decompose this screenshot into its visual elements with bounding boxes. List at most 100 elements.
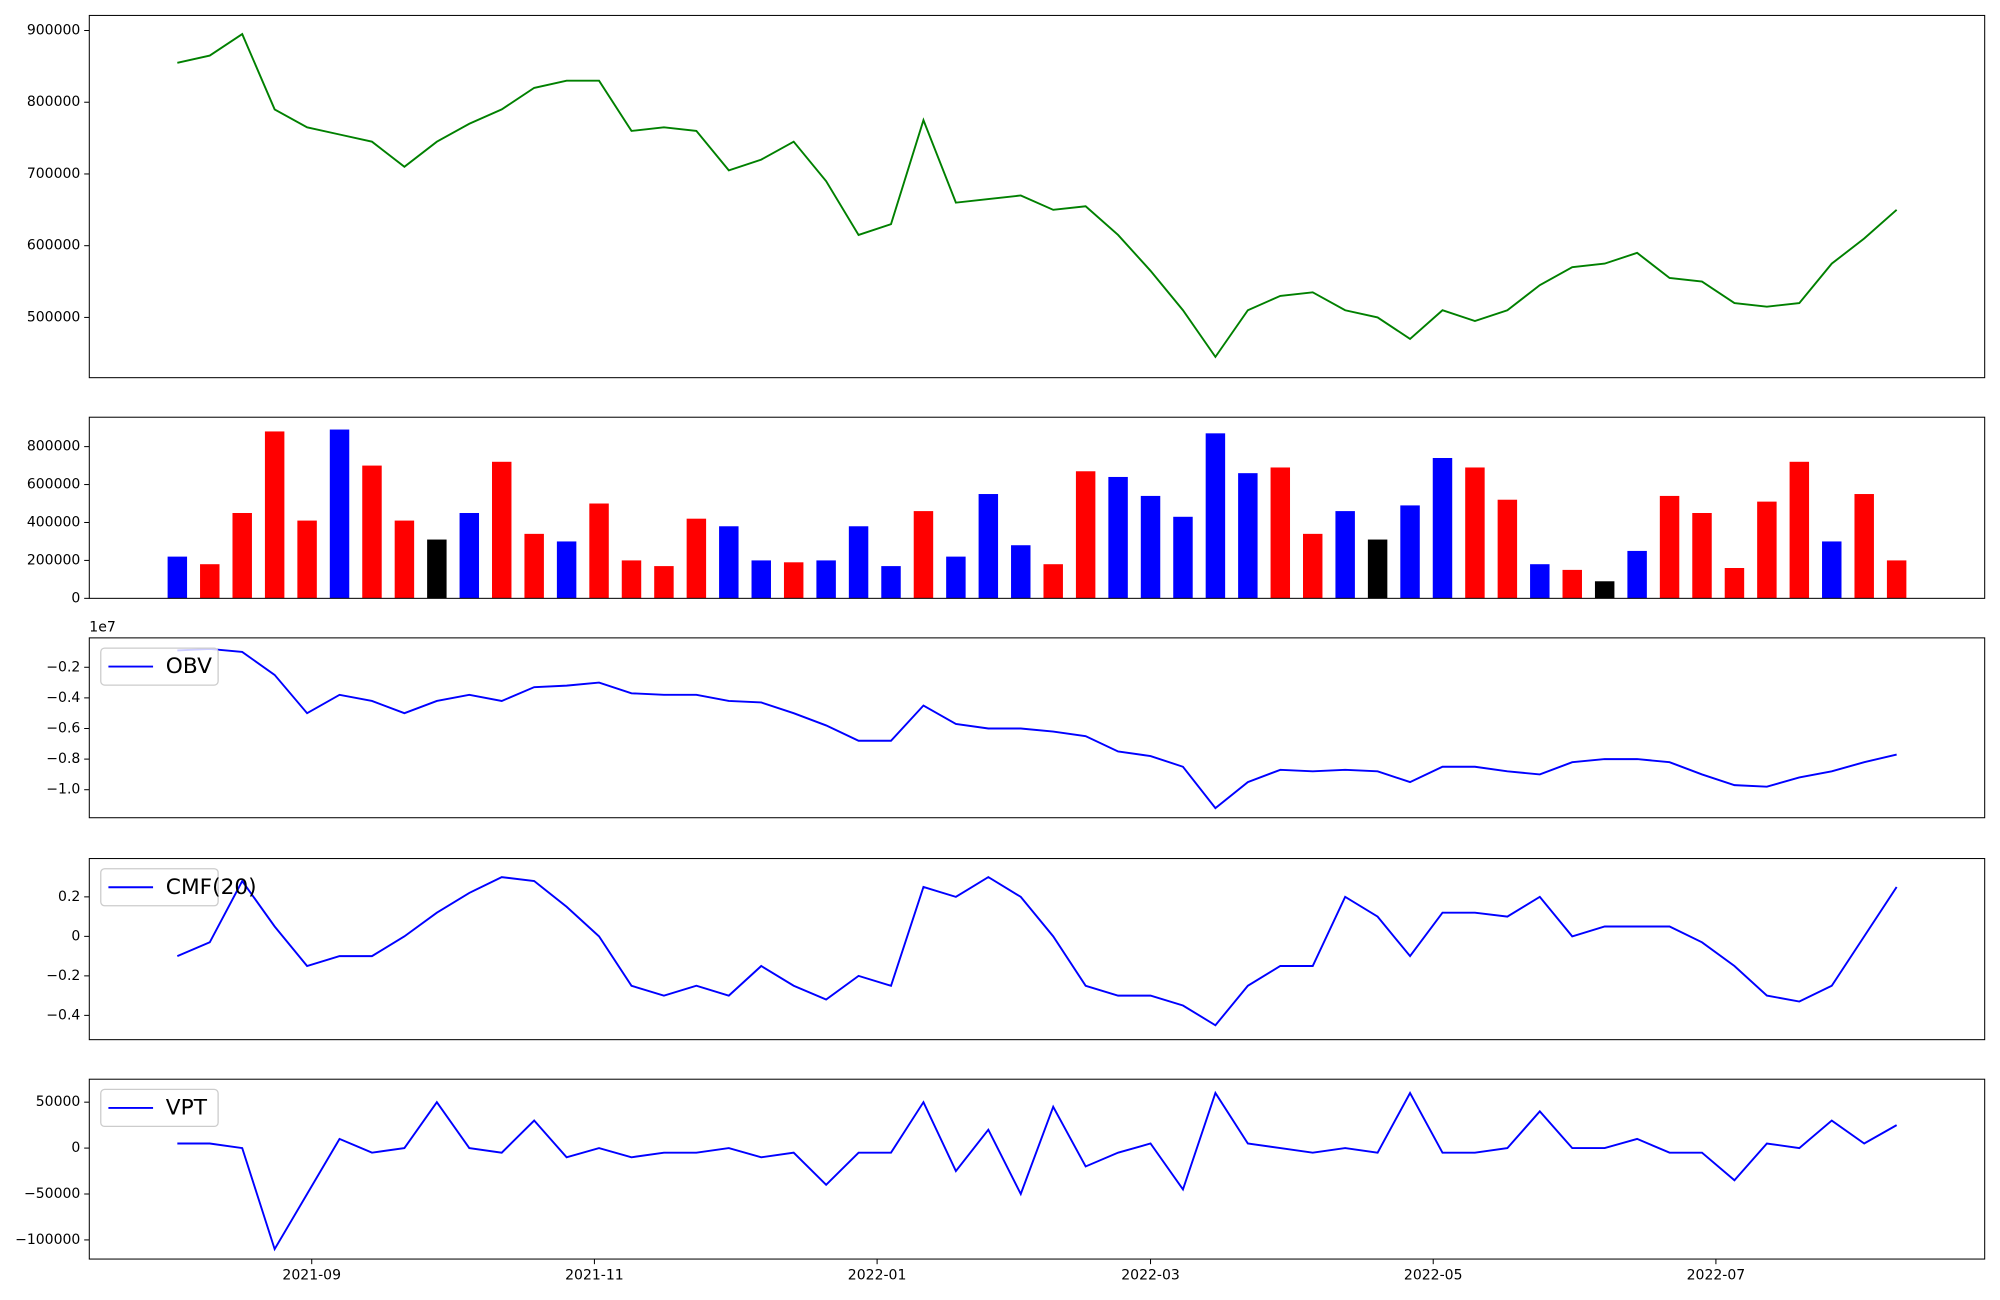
volume-bar bbox=[1205, 433, 1226, 599]
volume-bar bbox=[686, 518, 707, 599]
volume-bar bbox=[524, 533, 544, 599]
volume-bar bbox=[589, 503, 609, 599]
volume-bar bbox=[459, 512, 480, 599]
volume-bar bbox=[1822, 541, 1842, 599]
volume-bar bbox=[200, 564, 220, 599]
y-tick-label: 400000 bbox=[27, 514, 81, 530]
panel-frame bbox=[88, 858, 1986, 1041]
volume-bar bbox=[1043, 564, 1063, 599]
volume-bar bbox=[1627, 550, 1647, 599]
volume-bar bbox=[1075, 471, 1096, 599]
y-tick-label: −0.6 bbox=[46, 720, 80, 736]
y-tick-label: −0.4 bbox=[46, 690, 80, 706]
legend-label: OBV bbox=[166, 654, 212, 679]
line-series bbox=[177, 32, 1898, 359]
volume-bar bbox=[1692, 512, 1712, 599]
volume-bar bbox=[264, 431, 285, 599]
y-tick-label: −100000 bbox=[15, 1232, 80, 1248]
volume-bar bbox=[719, 526, 739, 599]
legend-label: VPT bbox=[166, 1096, 208, 1121]
volume-bar bbox=[1886, 560, 1907, 599]
volume-bar bbox=[297, 520, 317, 599]
y-tick-label: 600000 bbox=[27, 238, 81, 254]
panel-frame bbox=[88, 637, 1986, 819]
volume-bar bbox=[232, 512, 252, 599]
y-tick-label: −1.0 bbox=[46, 782, 80, 798]
axis-offset-label: 1e7 bbox=[89, 620, 115, 636]
volume-bar bbox=[1367, 539, 1388, 599]
volume-bar bbox=[556, 541, 577, 599]
volume-bar bbox=[1335, 511, 1355, 599]
panel-frame bbox=[88, 1078, 1986, 1260]
y-tick-label: 0 bbox=[71, 1140, 80, 1156]
volume-bar bbox=[167, 556, 188, 599]
x-tick-label: 2022-01 bbox=[848, 1268, 907, 1284]
legend-label: CMF(20) bbox=[166, 875, 257, 900]
y-tick-label: 0 bbox=[71, 590, 80, 606]
volume-bar bbox=[1854, 494, 1874, 599]
volume-bar bbox=[913, 511, 934, 599]
volume-bar bbox=[783, 562, 804, 599]
y-tick-label: −0.2 bbox=[46, 968, 80, 984]
volume-bar bbox=[1270, 467, 1291, 599]
volume-bar bbox=[492, 461, 512, 599]
x-tick-label: 2021-11 bbox=[565, 1268, 624, 1284]
x-tick-label: 2022-05 bbox=[1404, 1268, 1463, 1284]
volume-bar bbox=[1173, 516, 1193, 599]
y-tick-label: 700000 bbox=[27, 166, 81, 182]
volume-bar bbox=[1530, 564, 1550, 599]
legend-box bbox=[100, 647, 219, 686]
panel-frame bbox=[88, 14, 1986, 379]
volume-bar bbox=[881, 566, 901, 599]
x-tick-label: 2021-09 bbox=[282, 1268, 341, 1284]
volume-bar bbox=[978, 494, 999, 599]
y-tick-label: 800000 bbox=[27, 94, 81, 110]
y-tick-label: 0.2 bbox=[58, 889, 80, 905]
legend-box bbox=[100, 868, 219, 907]
y-tick-label: −0.4 bbox=[46, 1007, 80, 1023]
volume-bar bbox=[654, 566, 674, 599]
volume-bar bbox=[1497, 499, 1518, 599]
y-tick-label: −0.2 bbox=[46, 659, 80, 675]
x-tick-label: 2022-07 bbox=[1687, 1268, 1746, 1284]
volume-bar bbox=[1238, 473, 1258, 599]
volume-bar bbox=[362, 465, 382, 599]
volume-bar bbox=[329, 429, 350, 599]
volume-bar bbox=[427, 539, 447, 599]
volume-bar bbox=[1140, 495, 1161, 599]
volume-bar bbox=[1302, 533, 1323, 599]
volume-bar bbox=[1432, 457, 1453, 599]
y-tick-label: 600000 bbox=[27, 477, 81, 493]
volume-bar bbox=[1400, 505, 1420, 599]
volume-bar bbox=[1594, 581, 1615, 599]
panel-frame bbox=[88, 416, 1986, 599]
y-tick-label: 500000 bbox=[27, 309, 81, 325]
volume-bar bbox=[751, 560, 771, 599]
y-tick-label: 900000 bbox=[27, 22, 81, 38]
volume-bar bbox=[1724, 567, 1745, 599]
line-series bbox=[176, 875, 1898, 1027]
volume-bar bbox=[1108, 476, 1128, 599]
volume-bar bbox=[1659, 495, 1680, 599]
volume-bar bbox=[946, 556, 966, 599]
volume-bar bbox=[1011, 545, 1031, 599]
y-tick-label: −0.8 bbox=[46, 751, 80, 767]
x-tick-label: 2022-03 bbox=[1121, 1268, 1180, 1284]
y-tick-label: 800000 bbox=[27, 439, 81, 455]
line-series bbox=[177, 647, 1897, 810]
y-tick-label: −50000 bbox=[24, 1186, 80, 1202]
volume-bar bbox=[1757, 501, 1777, 599]
volume-bar bbox=[1789, 461, 1810, 599]
y-tick-label: 50000 bbox=[36, 1094, 81, 1110]
y-tick-label: 200000 bbox=[27, 552, 81, 568]
volume-bar bbox=[1562, 569, 1582, 599]
volume-bar bbox=[621, 560, 642, 599]
line-series bbox=[177, 1090, 1898, 1252]
y-tick-label: 0 bbox=[71, 928, 80, 944]
legend-box bbox=[100, 1088, 219, 1128]
volume-bar bbox=[848, 526, 869, 599]
volume-bar bbox=[1465, 467, 1485, 599]
volume-bar bbox=[816, 560, 836, 599]
